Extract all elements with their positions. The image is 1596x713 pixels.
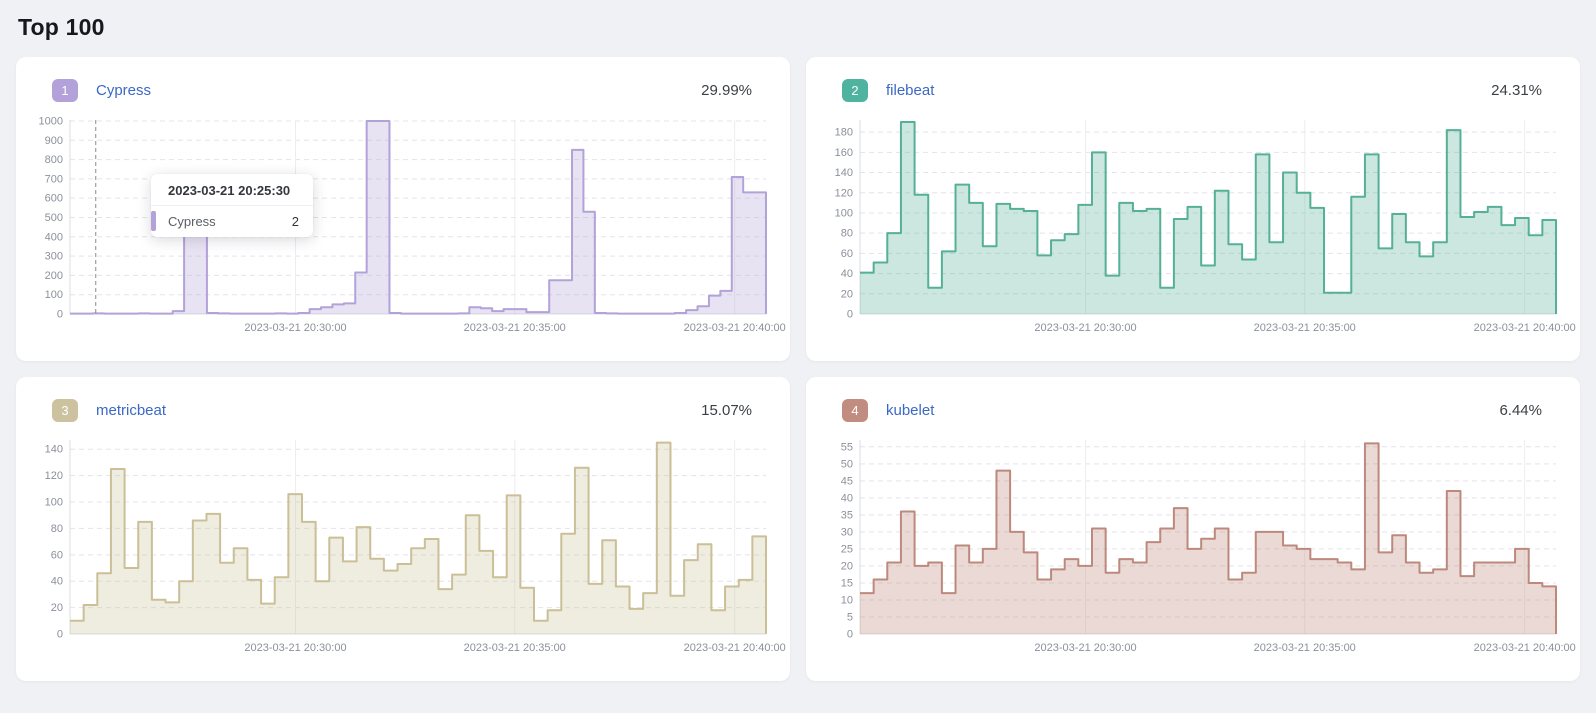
y-axis-tick-label: 30 xyxy=(841,526,853,538)
percent-value: 6.44% xyxy=(1499,402,1542,419)
y-axis-tick-label: 140 xyxy=(45,444,63,456)
y-axis-tick-label: 140 xyxy=(835,167,853,179)
area-chart[interactable]: 0 100 200 300 400 500 600 700 800 900 1000 2023-03-… xyxy=(30,112,786,340)
panel-header: 2 filebeat 24.31% xyxy=(820,73,1566,102)
x-axis-tick-label: 2023-03-21 20:40:00 xyxy=(1474,322,1576,334)
y-axis-tick-label: 900 xyxy=(45,135,63,147)
panels-grid: 1 Cypress 29.99% 0 100 200 300 400 500 600 700 8… xyxy=(16,57,1580,681)
chart-area-metricbeat[interactable]: 0 20 40 60 80 100 120 140 2023-03-21 20:30:00 202… xyxy=(30,432,786,660)
y-axis-tick-label: 55 xyxy=(841,441,853,453)
y-axis-tick-label: 120 xyxy=(45,470,63,482)
y-axis-tick-label: 160 xyxy=(835,147,853,159)
panel-kubelet: 4 kubelet 6.44% 0 5 10 15 20 25 30 35 40 45 50 55 20… xyxy=(806,377,1580,681)
tooltip-series-name: Cypress xyxy=(168,213,216,229)
y-axis-tick-label: 180 xyxy=(835,127,853,139)
tooltip-series-marker xyxy=(151,211,156,231)
series-link-kubelet[interactable]: kubelet xyxy=(886,402,935,419)
x-axis-tick-label: 2023-03-21 20:40:00 xyxy=(1474,642,1576,654)
y-axis-tick-label: 45 xyxy=(841,475,853,487)
rank-badge: 2 xyxy=(842,79,868,102)
x-axis-tick-label: 2023-03-21 20:35:00 xyxy=(464,322,566,334)
y-axis-tick-label: 200 xyxy=(45,270,63,282)
x-axis-tick-label: 2023-03-21 20:30:00 xyxy=(1034,642,1136,654)
y-axis-tick-label: 50 xyxy=(841,458,853,470)
series-link-filebeat[interactable]: filebeat xyxy=(886,82,935,99)
y-axis-tick-label: 20 xyxy=(841,560,853,572)
series-area-fill xyxy=(70,120,766,314)
series-line xyxy=(70,441,767,634)
chart-area-kubelet[interactable]: 0 5 10 15 20 25 30 35 40 45 50 55 2023-03-21 20:30:0… xyxy=(820,432,1576,660)
chart-area-filebeat[interactable]: 0 20 40 60 80 100 120 140 160 180 2023-03-21 20:30… xyxy=(820,112,1576,340)
x-axis-tick-label: 2023-03-21 20:40:00 xyxy=(684,322,786,334)
panel-header: 3 metricbeat 15.07% xyxy=(30,393,776,422)
panel-metricbeat: 3 metricbeat 15.07% 0 20 40 60 80 100 120 140 20… xyxy=(16,377,790,681)
tooltip-series-value: 2 xyxy=(291,213,299,229)
panel-header: 4 kubelet 6.44% xyxy=(820,393,1566,422)
y-axis-tick-label: 40 xyxy=(51,576,63,588)
area-chart[interactable]: 0 20 40 60 80 100 120 140 160 180 2023-03-21 20:30… xyxy=(820,112,1576,340)
y-axis-tick-label: 600 xyxy=(45,193,63,205)
y-axis-tick-label: 100 xyxy=(45,289,63,301)
series-link-cypress[interactable]: Cypress xyxy=(96,82,152,99)
panel-cypress: 1 Cypress 29.99% 0 100 200 300 400 500 600 700 8… xyxy=(16,57,790,361)
y-axis-tick-label: 0 xyxy=(57,629,63,641)
y-axis-tick-label: 20 xyxy=(841,288,853,300)
y-axis-tick-label: 60 xyxy=(51,549,63,561)
page-title: Top 100 xyxy=(18,14,105,40)
tooltip-row: Cypress 2 xyxy=(151,206,313,237)
series-line xyxy=(860,442,1557,634)
y-axis-tick-label: 0 xyxy=(57,309,63,321)
rank-badge: 4 xyxy=(842,399,868,422)
y-axis-tick-label: 800 xyxy=(45,154,63,166)
x-axis-tick-label: 2023-03-21 20:35:00 xyxy=(1254,322,1356,334)
rank-badge: 1 xyxy=(52,79,78,102)
y-axis-tick-label: 700 xyxy=(45,173,63,185)
chart-tooltip: 2023-03-21 20:25:30 Cypress 2 xyxy=(151,174,313,237)
y-axis-tick-label: 40 xyxy=(841,492,853,504)
percent-value: 15.07% xyxy=(701,402,752,419)
y-axis-tick-label: 100 xyxy=(835,207,853,219)
x-axis-tick-label: 2023-03-21 20:35:00 xyxy=(464,642,566,654)
y-axis-tick-label: 0 xyxy=(847,629,853,641)
x-axis-tick-label: 2023-03-21 20:40:00 xyxy=(684,642,786,654)
y-axis-tick-label: 400 xyxy=(45,231,63,243)
x-axis-tick-label: 2023-03-21 20:35:00 xyxy=(1254,642,1356,654)
series-area-fill xyxy=(860,122,1556,314)
y-axis-tick-label: 10 xyxy=(841,594,853,606)
y-axis-tick-label: 120 xyxy=(835,187,853,199)
panel-filebeat: 2 filebeat 24.31% 0 20 40 60 80 100 120 140 160 1… xyxy=(806,57,1580,361)
series-link-metricbeat[interactable]: metricbeat xyxy=(96,402,167,419)
y-axis-tick-label: 80 xyxy=(841,228,853,240)
y-axis-tick-label: 300 xyxy=(45,251,63,263)
series-line xyxy=(860,121,1557,314)
y-axis-tick-label: 20 xyxy=(51,602,63,614)
y-axis-tick-label: 100 xyxy=(45,497,63,509)
y-axis-tick-label: 1000 xyxy=(39,115,63,127)
chart-area-cypress[interactable]: 0 100 200 300 400 500 600 700 800 900 1000 2023-03-… xyxy=(30,112,786,340)
x-axis-tick-label: 2023-03-21 20:30:00 xyxy=(244,642,346,654)
dashboard-page: Top 100 1 Cypress 29.99% 0 100 200 300 400 50… xyxy=(16,14,1580,681)
percent-value: 24.31% xyxy=(1491,82,1542,99)
area-chart[interactable]: 0 20 40 60 80 100 120 140 2023-03-21 20:30:00 202… xyxy=(30,432,786,660)
area-chart[interactable]: 0 5 10 15 20 25 30 35 40 45 50 55 2023-03-21 20:30:0… xyxy=(820,432,1576,660)
y-axis-tick-label: 80 xyxy=(51,523,63,535)
tooltip-timestamp: 2023-03-21 20:25:30 xyxy=(151,182,313,206)
y-axis-tick-label: 500 xyxy=(45,212,63,224)
rank-badge: 3 xyxy=(52,399,78,422)
panel-header: 1 Cypress 29.99% xyxy=(30,73,776,102)
y-axis-tick-label: 40 xyxy=(841,268,853,280)
y-axis-tick-label: 60 xyxy=(841,248,853,260)
y-axis-tick-label: 35 xyxy=(841,509,853,521)
y-axis-tick-label: 5 xyxy=(847,611,853,623)
y-axis-tick-label: 0 xyxy=(847,309,853,321)
x-axis-tick-label: 2023-03-21 20:30:00 xyxy=(244,322,346,334)
percent-value: 29.99% xyxy=(701,82,752,99)
y-axis-tick-label: 15 xyxy=(841,577,853,589)
y-axis-tick-label: 25 xyxy=(841,543,853,555)
x-axis-tick-label: 2023-03-21 20:30:00 xyxy=(1034,322,1136,334)
series-area-fill xyxy=(70,442,766,634)
